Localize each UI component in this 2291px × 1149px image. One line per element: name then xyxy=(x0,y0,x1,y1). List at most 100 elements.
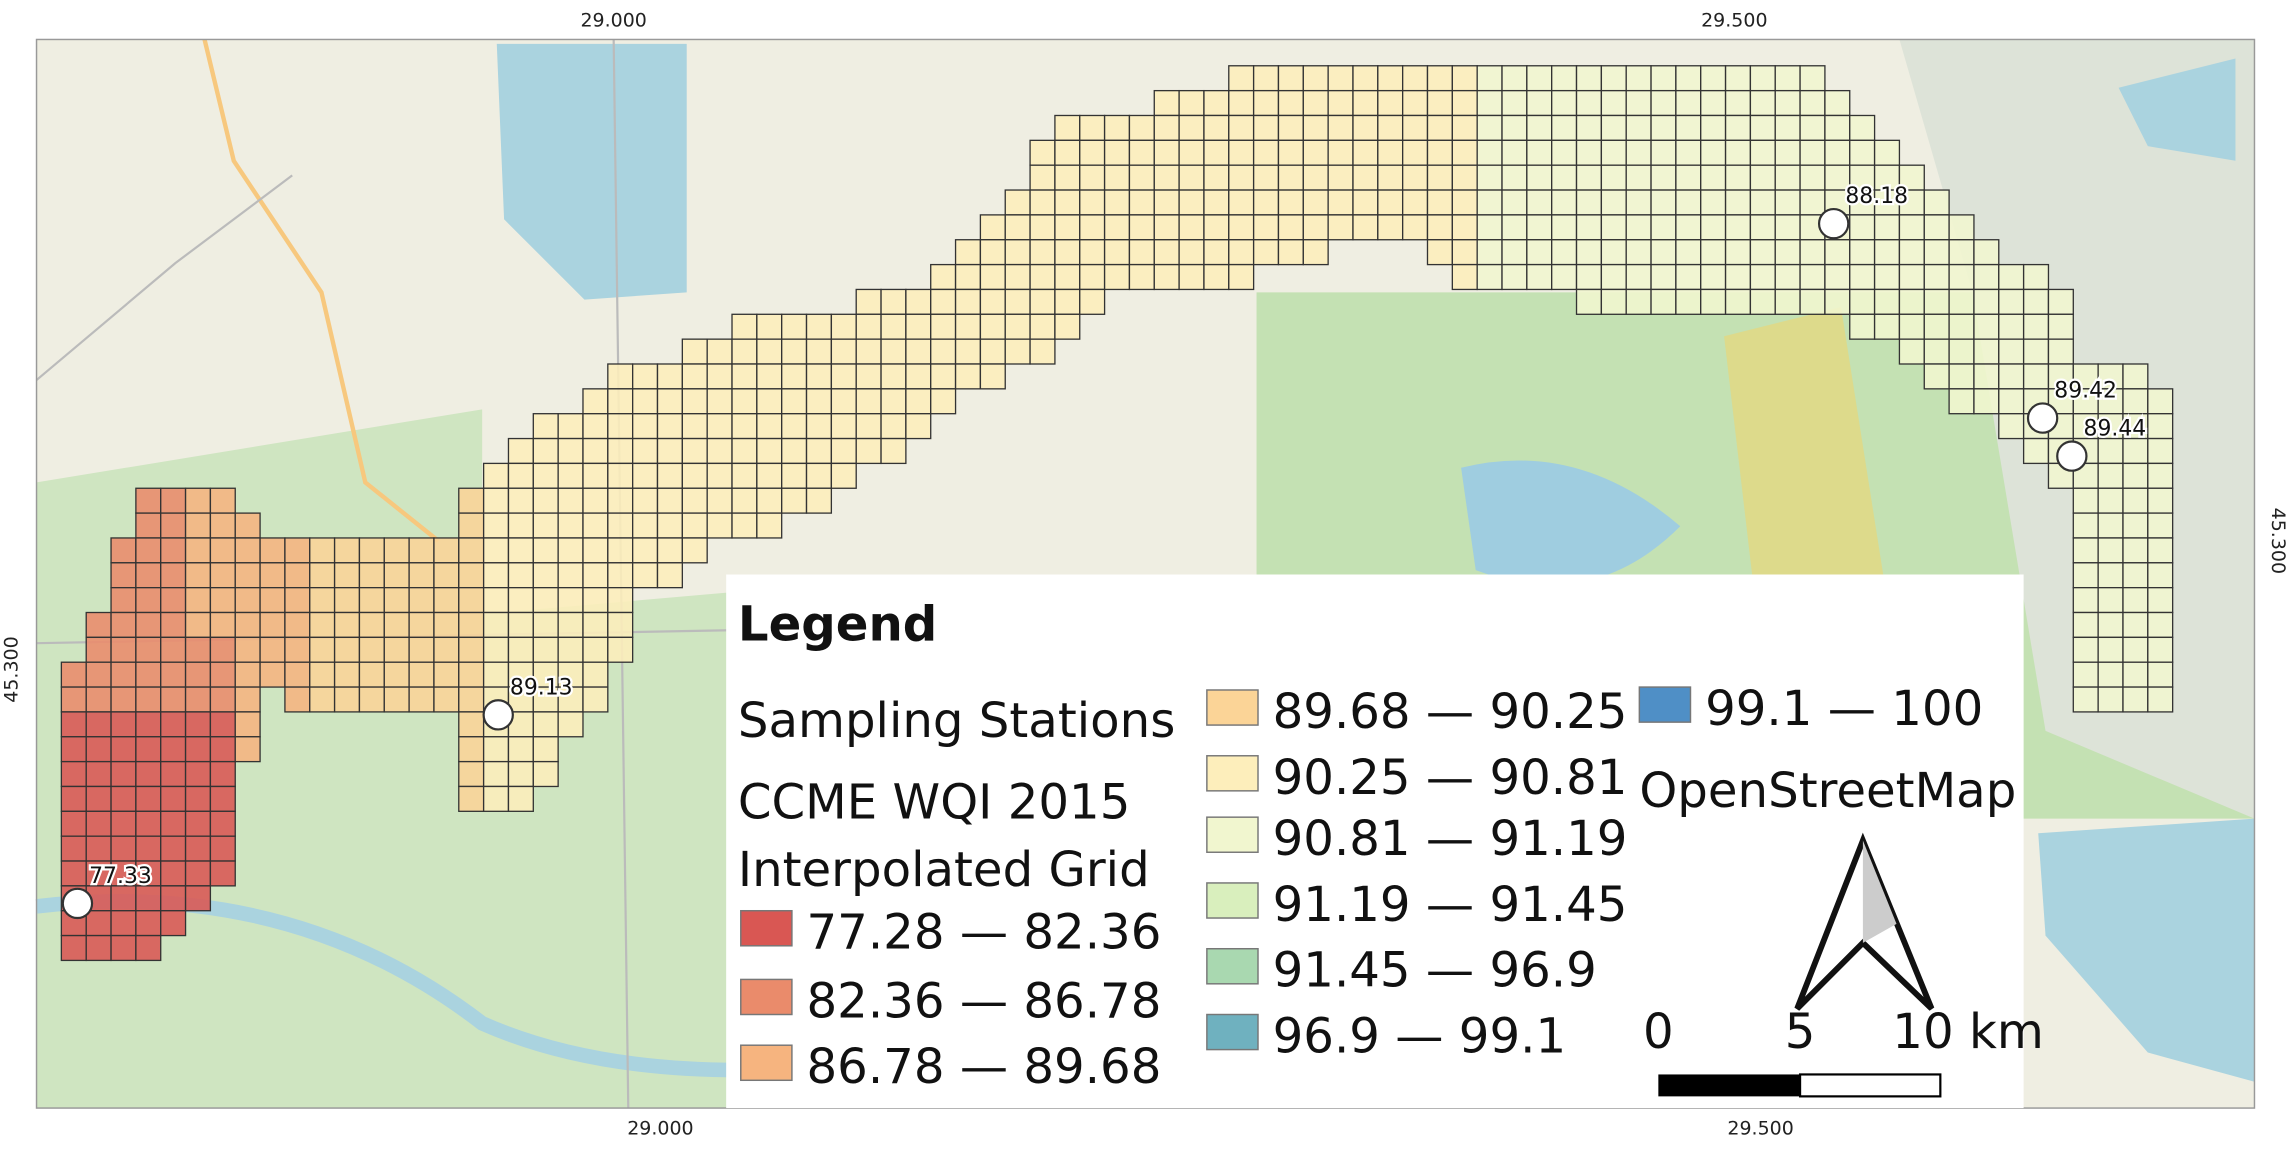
grid-cell xyxy=(1327,189,1354,216)
grid-cell xyxy=(408,537,435,564)
grid-cell xyxy=(1401,139,1429,166)
grid-cell xyxy=(1973,288,2000,315)
grid-cell xyxy=(1426,114,1453,141)
grid-cell xyxy=(309,686,336,713)
grid-cell xyxy=(1476,164,1503,191)
grid-cell xyxy=(1749,164,1776,191)
grid-cell xyxy=(1401,164,1429,191)
grid-cell xyxy=(433,562,460,589)
grid-cell xyxy=(1824,139,1851,166)
grid-cell xyxy=(458,686,485,713)
grid-cell xyxy=(135,487,162,514)
grid-cell xyxy=(482,537,510,564)
grid-cell xyxy=(1948,263,1975,291)
grid-cell xyxy=(160,810,187,837)
grid-cell xyxy=(582,661,609,688)
grid-cell xyxy=(1103,114,1131,141)
grid-cell xyxy=(607,462,634,489)
grid-cell xyxy=(1650,114,1677,141)
grid-cell xyxy=(1799,114,1826,141)
grid-cell xyxy=(284,562,311,589)
grid-cell xyxy=(2072,611,2099,639)
grid-cell xyxy=(880,363,907,390)
grid-cell xyxy=(1898,263,1925,291)
grid-cell xyxy=(1849,164,1876,191)
grid-cell xyxy=(607,562,634,589)
grid-cell xyxy=(234,537,261,564)
grid-cell xyxy=(979,214,1006,241)
grid-cell xyxy=(1277,139,1304,166)
grid-cell xyxy=(383,586,410,614)
grid-cell xyxy=(1526,114,1553,141)
grid-cell xyxy=(1774,189,1801,216)
grid-cell xyxy=(1923,239,1950,266)
grid-cell xyxy=(1923,288,1950,315)
grid-cell xyxy=(607,512,634,539)
grid-cell xyxy=(333,562,361,589)
grid-cell xyxy=(756,512,783,539)
grid-cell xyxy=(1054,114,1081,141)
grid-cell xyxy=(2097,686,2124,713)
grid-cell xyxy=(333,686,361,713)
grid-cell xyxy=(309,537,336,564)
grid-cell xyxy=(1575,65,1603,92)
grid-cell xyxy=(135,562,162,589)
grid-cell xyxy=(1352,214,1379,241)
grid-cell xyxy=(2047,313,2074,340)
grid-cell xyxy=(557,537,584,564)
grid-cell xyxy=(1799,139,1826,166)
grid-cell xyxy=(1575,288,1603,315)
grid-cell xyxy=(259,661,286,688)
grid-cell xyxy=(1749,263,1776,291)
grid-cell xyxy=(1178,189,1205,216)
grid-cell xyxy=(2047,288,2074,315)
grid-cell xyxy=(681,537,708,564)
grid-cell xyxy=(85,661,112,688)
grid-cell xyxy=(1277,65,1304,92)
grid-cell xyxy=(507,562,534,589)
grid-cell xyxy=(482,736,510,763)
grid-cell xyxy=(1178,239,1205,266)
grid-cell xyxy=(631,462,659,489)
grid-cell xyxy=(482,562,510,589)
grid-cell xyxy=(1675,89,1702,117)
grid-cell xyxy=(1749,239,1776,266)
grid-cell xyxy=(731,512,758,539)
grid-cell xyxy=(1724,89,1752,117)
grid-cell xyxy=(458,736,485,763)
grid-cell xyxy=(582,413,609,440)
grid-cell xyxy=(681,363,708,390)
grid-cell xyxy=(1327,214,1354,241)
grid-cell xyxy=(209,760,236,788)
grid-cell xyxy=(184,636,212,663)
grid-cell xyxy=(1153,139,1180,166)
grid-cell xyxy=(1103,164,1131,191)
grid-cell xyxy=(184,611,212,639)
grid-cell xyxy=(482,512,510,539)
grid-cell xyxy=(1774,114,1801,141)
grid-cell xyxy=(1451,214,1478,241)
grid-cell xyxy=(880,388,907,415)
grid-cell xyxy=(1948,388,1975,415)
grid-cell xyxy=(184,835,212,862)
grid-cell xyxy=(1650,288,1677,315)
grid-cell xyxy=(656,537,683,564)
grid-cell xyxy=(1451,89,1478,117)
grid-cell xyxy=(383,562,410,589)
grid-cell xyxy=(160,686,187,713)
grid-cell xyxy=(1625,189,1652,216)
grid-cell xyxy=(135,537,162,564)
grid-cell xyxy=(309,636,336,663)
grid-cell xyxy=(681,388,708,415)
grid-cell xyxy=(2072,537,2099,564)
grid-cell xyxy=(1128,214,1155,241)
grid-cell xyxy=(1178,263,1205,291)
grid-cell xyxy=(2072,512,2099,539)
grid-cell xyxy=(930,338,957,365)
grid-cell xyxy=(1898,214,1925,241)
station-label: 88.18 xyxy=(1845,184,1908,209)
grid-cell xyxy=(1675,65,1702,92)
grid-cell xyxy=(160,611,187,639)
grid-cell xyxy=(1277,164,1304,191)
grid-cell xyxy=(2122,562,2149,589)
